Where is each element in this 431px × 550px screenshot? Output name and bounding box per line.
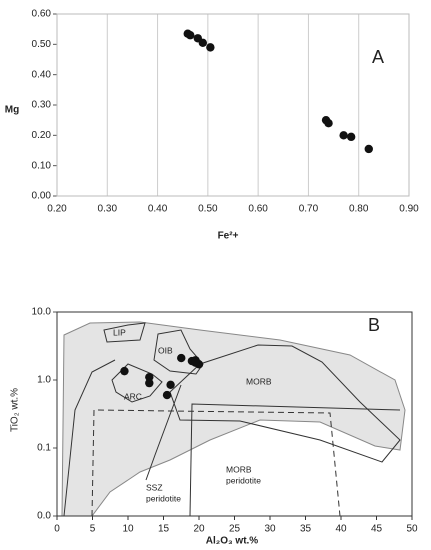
y-axis-label: TiO₂ wt.% — [10, 388, 21, 432]
field-label: peridotite — [146, 493, 181, 503]
plot-frame — [56, 311, 413, 517]
x-tick-label: 20 — [193, 524, 205, 535]
point — [191, 358, 200, 367]
point — [186, 31, 195, 40]
y-tick-label: 0.40 — [32, 69, 52, 80]
x-tick-label: 0.60 — [248, 204, 268, 215]
x-tick-label: 45 — [371, 524, 383, 535]
x-tick-label: 15 — [158, 524, 170, 535]
point — [120, 366, 129, 376]
y-tick-label: 0.10 — [32, 160, 52, 171]
field-ssz — [63, 359, 182, 517]
x-tick-label: 0.90 — [399, 204, 419, 215]
plot-frame — [56, 13, 410, 197]
y-tick-label: 0.50 — [32, 39, 52, 50]
fields — [61, 321, 406, 517]
x-tick-label: 10 — [122, 524, 134, 535]
y-tick-label: 0.0 — [37, 511, 51, 522]
point — [145, 378, 154, 388]
field-lip — [103, 322, 146, 343]
field-label: LIP — [113, 327, 126, 337]
x-tick-label: 0.70 — [299, 204, 319, 215]
field-label: OIB — [158, 345, 173, 355]
field-arc — [111, 363, 163, 403]
point — [166, 380, 175, 389]
point — [162, 390, 172, 400]
field-label: peridotite — [226, 475, 261, 485]
panel-label: A — [372, 47, 384, 67]
x-axis-label: Al₂O₃ wt.% — [206, 536, 259, 547]
x-tick-label: 25 — [229, 524, 241, 535]
y-tick-label: 0.60 — [32, 9, 52, 20]
x-axis-label: Fe²+ — [218, 231, 239, 242]
x-tick-label: 50 — [406, 524, 418, 535]
point — [177, 353, 186, 363]
x-tick-label: 0.20 — [47, 204, 67, 215]
x-tick-label: 30 — [264, 524, 276, 535]
point — [346, 132, 356, 142]
field-oib — [153, 329, 204, 375]
field-dashed — [91, 409, 341, 517]
point — [145, 372, 154, 382]
x-tick-label: 0.80 — [349, 204, 369, 215]
field-label: SSZ — [146, 482, 163, 492]
x-tick-label: 0 — [54, 524, 60, 535]
y-tick-label: 1.0 — [37, 375, 51, 386]
x-tick-label: 5 — [90, 524, 96, 535]
field-label: ARC — [124, 391, 142, 401]
point — [324, 119, 333, 128]
point — [364, 144, 373, 154]
field-envelope — [61, 321, 406, 517]
y-axis-label: Mg — [5, 105, 19, 116]
field-label: MORB — [246, 376, 272, 386]
y-tick-label: 0.20 — [32, 130, 52, 141]
panel-label: B — [368, 315, 380, 335]
y-tick-label: 10.0 — [32, 307, 52, 318]
y-tick-label: 0.00 — [32, 191, 52, 202]
point — [206, 43, 215, 52]
field-morb-peridotite — [189, 403, 401, 517]
point — [339, 131, 348, 140]
field-label: MORB — [226, 464, 252, 474]
point — [198, 38, 208, 48]
x-tick-label: 40 — [335, 524, 347, 535]
x-tick-label: 0.40 — [148, 204, 168, 215]
y-tick-label: 0.30 — [32, 100, 52, 111]
field-morb — [169, 344, 401, 463]
x-tick-label: 35 — [300, 524, 312, 535]
x-tick-label: 0.50 — [198, 204, 218, 215]
x-tick-label: 0.30 — [98, 204, 118, 215]
y-tick-label: 0.1 — [37, 443, 51, 454]
